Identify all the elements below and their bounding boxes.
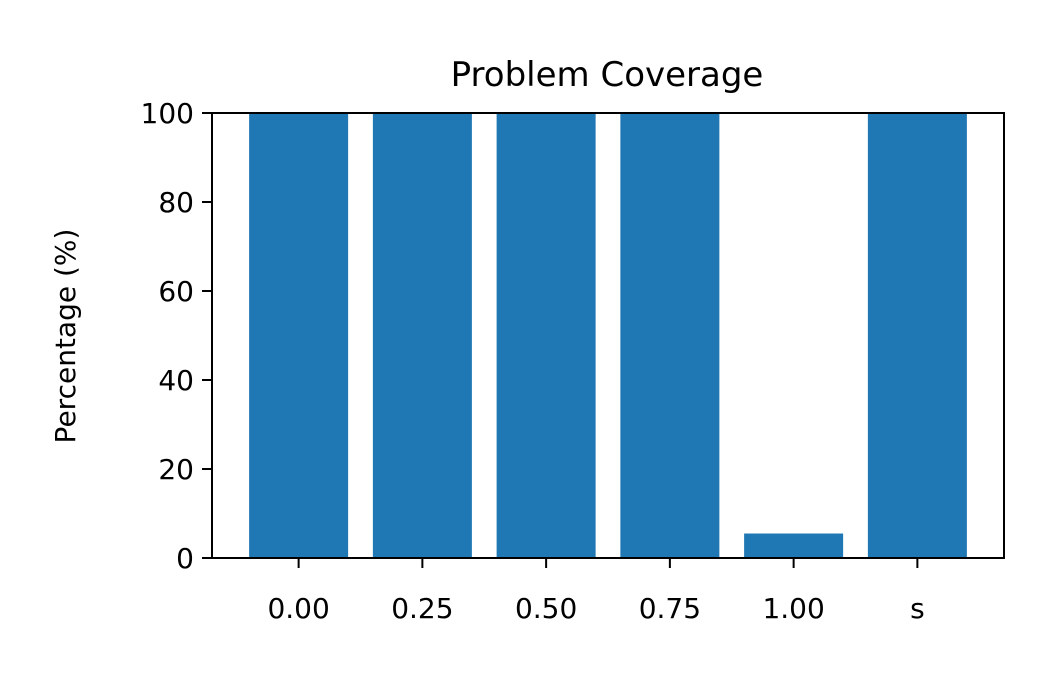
y-tick-label: 100 [141, 97, 194, 130]
bar-0.50 [496, 113, 596, 558]
x-tick-label: 0.25 [391, 592, 453, 625]
x-tick-label: 0.00 [267, 592, 329, 625]
y-tick-label: 80 [158, 186, 194, 219]
bar-s [867, 113, 967, 558]
chart-title: Problem Coverage [451, 55, 764, 95]
y-tick-label: 0 [176, 542, 194, 575]
plot-frame [211, 112, 1005, 559]
x-tick-label: s [910, 592, 925, 625]
bar-1.00 [744, 533, 844, 558]
bars-group [249, 113, 967, 558]
y-axis-label: Percentage (%) [49, 229, 82, 444]
y-tick-label: 40 [158, 364, 194, 397]
y-tick-label: 60 [158, 275, 194, 308]
x-tick-label: 1.00 [762, 592, 824, 625]
x-ticks-group: 0.00 0.25 0.50 0.75 1.00 s [267, 558, 925, 625]
x-tick-label: 0.75 [639, 592, 701, 625]
x-tick-label: 0.50 [515, 592, 577, 625]
bar-0.00 [249, 113, 349, 558]
bar-0.75 [620, 113, 720, 558]
bar-0.25 [372, 113, 472, 558]
y-tick-label: 20 [158, 453, 194, 486]
y-ticks-group: 0 20 40 60 80 100 [141, 97, 212, 575]
